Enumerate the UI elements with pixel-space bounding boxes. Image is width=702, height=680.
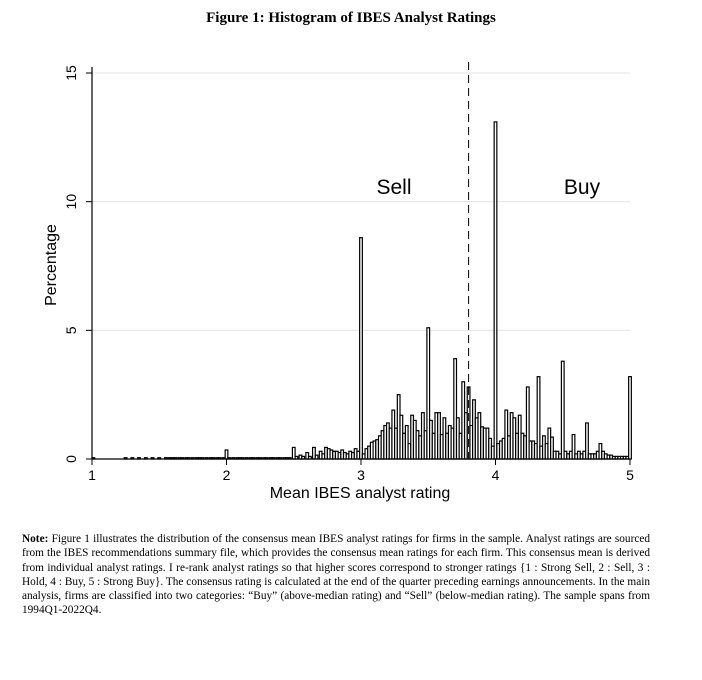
x-tick-label-3: 3	[357, 467, 365, 483]
chart-axes: 0 5 10 15 1 2 3 4 5	[63, 65, 634, 483]
buy-annotation: Buy	[564, 176, 601, 199]
histogram-bar	[359, 237, 363, 460]
x-tick-label-1: 1	[88, 467, 96, 483]
y-tick-label-15: 15	[63, 65, 79, 81]
histogram-bar	[493, 121, 498, 460]
histogram-chart: 0 5 10 15 1 2 3 4 5 Percentage Mean IBES analyst…	[43, 62, 634, 502]
y-tick-label-0: 0	[63, 455, 79, 463]
y-axis-title: Percentage	[43, 224, 60, 306]
x-axis-title: Mean IBES analyst rating	[270, 485, 451, 502]
histogram-bars	[91, 121, 632, 460]
chart-title: Figure 1: Histogram of IBES Analyst Rati…	[206, 10, 496, 26]
histogram-bar	[628, 376, 632, 460]
note-label: Note:	[22, 533, 49, 545]
x-tick-label-4: 4	[492, 467, 500, 483]
y-tick-label-10: 10	[63, 194, 79, 210]
y-tick-label-5: 5	[63, 326, 79, 334]
x-tick-label-5: 5	[626, 467, 634, 483]
figure-note: Note: Figure 1 illustrates the distribut…	[22, 532, 650, 618]
sell-annotation: Sell	[376, 176, 411, 199]
histogram-bar	[560, 360, 565, 460]
x-tick-label-2: 2	[223, 467, 231, 483]
note-text: Figure 1 illustrates the distribution of…	[22, 533, 651, 617]
